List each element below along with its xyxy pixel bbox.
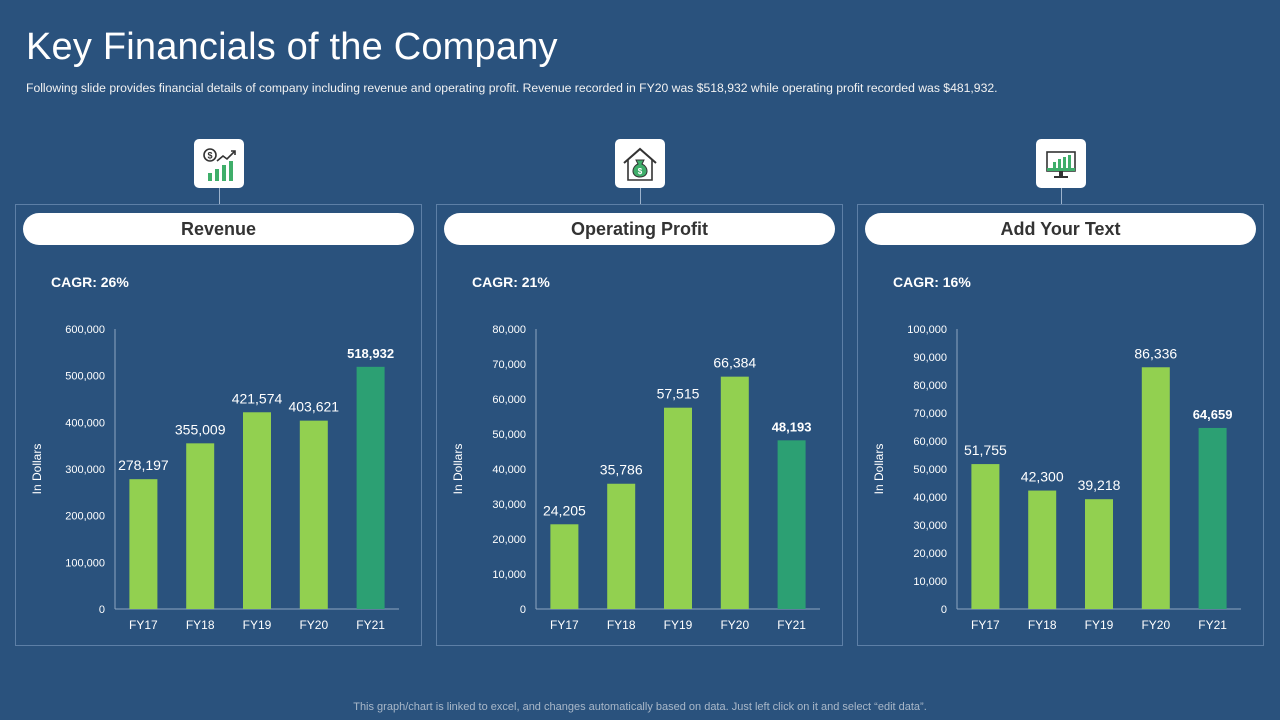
data-label: 35,786 <box>600 462 643 478</box>
panel-header: Revenue <box>23 213 414 245</box>
y-tick-label: 10,000 <box>913 576 947 588</box>
connector-line <box>219 188 220 204</box>
x-tick-label: FY19 <box>1085 618 1114 632</box>
data-label: 57,515 <box>657 386 700 402</box>
x-tick-label: FY19 <box>664 618 693 632</box>
y-tick-label: 100,000 <box>65 557 105 569</box>
bar <box>1141 367 1170 609</box>
x-tick-label: FY19 <box>243 618 272 632</box>
custom-text-bar-chart: 0 10,000 20,000 30,000 40,000 50,000 60,000 70,… <box>872 324 1241 632</box>
x-tick-label: FY20 <box>1141 618 1170 632</box>
connector-line <box>1061 188 1062 204</box>
y-tick-label: 500,000 <box>65 371 105 383</box>
y-tick-label: 20,000 <box>913 548 947 560</box>
y-tick-label: 400,000 <box>65 417 105 429</box>
revenue-growth-icon: $ <box>194 139 244 188</box>
panel-header: Operating Profit <box>444 213 835 245</box>
bar <box>1028 490 1057 609</box>
page-subtitle: Following slide provides financial detai… <box>26 81 998 95</box>
custom-text-panel: Add Your Text CAGR: 16% 0 10,000 20,000 30,… <box>857 204 1264 646</box>
y-tick-label: 50,000 <box>913 464 947 476</box>
data-label: 64,659 <box>1193 407 1233 422</box>
bar <box>777 440 806 609</box>
y-tick-label: 80,000 <box>913 380 947 392</box>
y-tick-label: 0 <box>520 604 526 616</box>
y-tick-label: 80,000 <box>492 324 526 336</box>
svg-text:$: $ <box>207 150 212 160</box>
cagr-label: CAGR: 26% <box>51 274 129 290</box>
x-tick-label: FY17 <box>550 618 579 632</box>
bar <box>243 412 271 609</box>
y-tick-label: 200,000 <box>65 511 105 523</box>
x-tick-label: FY20 <box>720 618 749 632</box>
y-tick-label: 50,000 <box>492 429 526 441</box>
x-tick-label: FY17 <box>971 618 1000 632</box>
bar <box>299 420 328 609</box>
x-tick-label: FY20 <box>299 618 328 632</box>
y-tick-label: 70,000 <box>913 408 947 420</box>
x-tick-label: FY18 <box>607 618 636 632</box>
connector-line <box>640 188 641 204</box>
bar <box>1085 499 1113 609</box>
y-axis-title: In Dollars <box>30 444 44 495</box>
y-tick-label: 30,000 <box>492 499 526 511</box>
y-tick-label: 40,000 <box>913 492 947 504</box>
y-tick-label: 70,000 <box>492 359 526 371</box>
data-label: 86,336 <box>1134 345 1177 361</box>
y-tick-label: 300,000 <box>65 464 105 476</box>
x-tick-label: FY21 <box>1198 618 1227 632</box>
data-label: 278,197 <box>118 457 169 473</box>
y-tick-label: 40,000 <box>492 464 526 476</box>
x-tick-label: FY18 <box>186 618 215 632</box>
monitor-chart-icon <box>1036 139 1086 188</box>
panel-header: Add Your Text <box>865 213 1256 245</box>
y-tick-label: 100,000 <box>907 324 947 336</box>
y-tick-label: 10,000 <box>492 569 526 581</box>
y-tick-label: 30,000 <box>913 520 947 532</box>
data-label: 421,574 <box>232 390 283 406</box>
house-money-bag-icon: $ <box>615 139 665 188</box>
page-title: Key Financials of the Company <box>26 26 558 68</box>
data-label: 403,621 <box>288 399 339 415</box>
y-axis-title: In Dollars <box>872 444 886 495</box>
y-axis-title: In Dollars <box>451 444 465 495</box>
bar <box>550 524 579 609</box>
cagr-label: CAGR: 21% <box>472 274 550 290</box>
y-tick-label: 60,000 <box>913 436 947 448</box>
operating-profit-bar-chart: 0 10,000 20,000 30,000 40,000 50,000 60,000 70,… <box>451 324 820 632</box>
y-tick-label: 90,000 <box>913 352 947 364</box>
bar <box>607 483 636 609</box>
svg-text:$: $ <box>638 167 643 176</box>
data-label: 66,384 <box>713 355 756 371</box>
y-tick-label: 20,000 <box>492 534 526 546</box>
revenue-bar-chart: 0 100,000 200,000 300,000 400,000 500,000 600,… <box>30 324 399 632</box>
y-tick-label: 600,000 <box>65 324 105 336</box>
data-label: 518,932 <box>347 346 394 361</box>
data-label: 24,205 <box>543 502 586 518</box>
bar <box>1198 427 1227 609</box>
data-label: 48,193 <box>772 419 812 434</box>
x-tick-label: FY21 <box>777 618 806 632</box>
y-tick-label: 0 <box>99 604 105 616</box>
bar <box>356 366 385 609</box>
bar <box>720 376 749 609</box>
bar <box>971 464 1000 609</box>
x-tick-label: FY18 <box>1028 618 1057 632</box>
bar <box>186 443 215 609</box>
cagr-label: CAGR: 16% <box>893 274 971 290</box>
data-label: 39,218 <box>1078 477 1121 493</box>
bar <box>664 407 692 609</box>
data-label: 355,009 <box>175 421 226 437</box>
data-label: 51,755 <box>964 442 1007 458</box>
footnote: This graph/chart is linked to excel, and… <box>353 701 927 713</box>
y-tick-label: 0 <box>941 604 947 616</box>
y-tick-label: 60,000 <box>492 394 526 406</box>
revenue-panel: Revenue CAGR: 26% 0 100,000 200,000 300,000… <box>15 204 422 646</box>
operating-profit-panel: Operating Profit CAGR: 21% 0 10,000 20,000… <box>436 204 843 646</box>
bar <box>129 479 158 609</box>
data-label: 42,300 <box>1021 469 1064 485</box>
x-tick-label: FY21 <box>356 618 385 632</box>
x-tick-label: FY17 <box>129 618 158 632</box>
